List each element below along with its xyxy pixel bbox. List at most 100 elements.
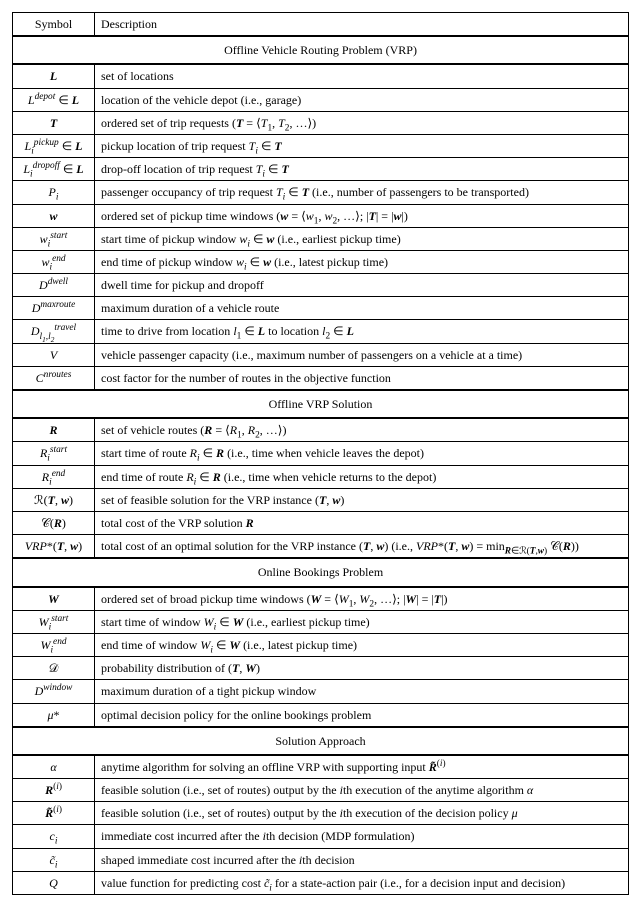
section-title: Online Bookings Problem: [13, 558, 629, 586]
symbol-cell: 𝒟: [13, 657, 95, 680]
description-cell: vehicle passenger capacity (i.e., maximu…: [95, 343, 629, 366]
symbol-cell: Q: [13, 871, 95, 894]
table-row: wordered set of pickup time windows (w =…: [13, 204, 629, 227]
table-row: wiendend time of pickup window wi ∈ w (i…: [13, 250, 629, 273]
table-row: Dmaxroutemaximum duration of a vehicle r…: [13, 297, 629, 320]
description-cell: end time of pickup window wi ∈ w (i.e., …: [95, 250, 629, 273]
description-cell: end time of window Wi ∈ W (i.e., latest …: [95, 633, 629, 656]
symbol-cell: c̃i: [13, 848, 95, 871]
table-row: Wordered set of broad pickup time window…: [13, 587, 629, 611]
description-cell: pickup location of trip request Ti ∈ T: [95, 134, 629, 157]
section-title: Solution Approach: [13, 727, 629, 755]
description-cell: probability distribution of (T, W): [95, 657, 629, 680]
description-cell: feasible solution (i.e., set of routes) …: [95, 802, 629, 825]
table-row: μ*optimal decision policy for the online…: [13, 703, 629, 727]
description-cell: set of locations: [95, 64, 629, 88]
description-cell: start time of window Wi ∈ W (i.e., earli…: [95, 610, 629, 633]
description-cell: anytime algorithm for solving an offline…: [95, 755, 629, 779]
symbol-cell: ci: [13, 825, 95, 848]
symbol-cell: L: [13, 64, 95, 88]
section-row: Offline VRP Solution: [13, 390, 629, 418]
table-row: Ldepot ∈ Llocation of the vehicle depot …: [13, 88, 629, 111]
table-row: Lidropoff ∈ Ldrop-off location of trip r…: [13, 158, 629, 181]
table-row: Wistartstart time of window Wi ∈ W (i.e.…: [13, 610, 629, 633]
description-cell: feasible solution (i.e., set of routes) …: [95, 779, 629, 802]
table-row: Riendend time of route Ri ∈ R (i.e., tim…: [13, 465, 629, 488]
symbol-cell: Wiend: [13, 633, 95, 656]
symbol-cell: w: [13, 204, 95, 227]
description-cell: maximum duration of a vehicle route: [95, 297, 629, 320]
table-row: c̃ishaped immediate cost incurred after …: [13, 848, 629, 871]
table-row: Wiendend time of window Wi ∈ W (i.e., la…: [13, 633, 629, 656]
table-row: Qvalue function for predicting cost c̃i …: [13, 871, 629, 894]
symbol-cell: Dmaxroute: [13, 297, 95, 320]
table-row: Lset of locations: [13, 64, 629, 88]
description-cell: set of vehicle routes (R = ⟨R1, R2, …⟩): [95, 418, 629, 442]
description-cell: start time of route Ri ∈ R (i.e., time w…: [95, 442, 629, 465]
header-symbol: Symbol: [13, 13, 95, 37]
table-row: ciimmediate cost incurred after the ith …: [13, 825, 629, 848]
table-row: Tordered set of trip requests (T = ⟨T1, …: [13, 111, 629, 134]
section-row: Solution Approach: [13, 727, 629, 755]
symbol-cell: R̃(i): [13, 802, 95, 825]
table-row: VRP*(T, w)total cost of an optimal solut…: [13, 535, 629, 559]
description-cell: location of the vehicle depot (i.e., gar…: [95, 88, 629, 111]
symbol-cell: Dwindow: [13, 680, 95, 703]
table-row: Pipassenger occupancy of trip request Ti…: [13, 181, 629, 204]
description-cell: ordered set of pickup time windows (w = …: [95, 204, 629, 227]
symbol-cell: Lipickup ∈ L: [13, 134, 95, 157]
table-row: R(i)feasible solution (i.e., set of rout…: [13, 779, 629, 802]
description-cell: set of feasible solution for the VRP ins…: [95, 488, 629, 511]
table-row: Vvehicle passenger capacity (i.e., maxim…: [13, 343, 629, 366]
table-row: 𝒞(R)total cost of the VRP solution R: [13, 512, 629, 535]
symbol-cell: Ldepot ∈ L: [13, 88, 95, 111]
description-cell: cost factor for the number of routes in …: [95, 366, 629, 390]
section-row: Online Bookings Problem: [13, 558, 629, 586]
table-row: Dl1,l2traveltime to drive from location …: [13, 320, 629, 343]
symbol-cell: Lidropoff ∈ L: [13, 158, 95, 181]
table-row: Ristartstart time of route Ri ∈ R (i.e.,…: [13, 442, 629, 465]
symbol-cell: wiend: [13, 250, 95, 273]
description-cell: end time of route Ri ∈ R (i.e., time whe…: [95, 465, 629, 488]
symbol-cell: VRP*(T, w): [13, 535, 95, 559]
description-cell: passenger occupancy of trip request Ti ∈…: [95, 181, 629, 204]
symbol-cell: Cnroutes: [13, 366, 95, 390]
description-cell: immediate cost incurred after the ith de…: [95, 825, 629, 848]
section-title: Offline VRP Solution: [13, 390, 629, 418]
symbol-cell: wistart: [13, 227, 95, 250]
symbol-cell: ℛ(T, w): [13, 488, 95, 511]
table-row: ℛ(T, w)set of feasible solution for the …: [13, 488, 629, 511]
symbol-cell: Wistart: [13, 610, 95, 633]
symbol-cell: Ddwell: [13, 274, 95, 297]
symbol-cell: Dl1,l2travel: [13, 320, 95, 343]
section-row: Offline Vehicle Routing Problem (VRP): [13, 36, 629, 64]
symbol-cell: Pi: [13, 181, 95, 204]
header-description: Description: [95, 13, 629, 37]
description-cell: time to drive from location l1 ∈ L to lo…: [95, 320, 629, 343]
description-cell: value function for predicting cost c̃i f…: [95, 871, 629, 894]
table-row: Lipickup ∈ Lpickup location of trip requ…: [13, 134, 629, 157]
symbol-cell: Ristart: [13, 442, 95, 465]
description-cell: dwell time for pickup and dropoff: [95, 274, 629, 297]
symbol-cell: 𝒞(R): [13, 512, 95, 535]
description-cell: ordered set of broad pickup time windows…: [95, 587, 629, 611]
description-cell: drop-off location of trip request Ti ∈ T: [95, 158, 629, 181]
table-row: wistartstart time of pickup window wi ∈ …: [13, 227, 629, 250]
description-cell: shaped immediate cost incurred after the…: [95, 848, 629, 871]
description-cell: maximum duration of a tight pickup windo…: [95, 680, 629, 703]
section-title: Offline Vehicle Routing Problem (VRP): [13, 36, 629, 64]
table-body: Offline Vehicle Routing Problem (VRP)Lse…: [13, 36, 629, 894]
table-row: R̃(i)feasible solution (i.e., set of rou…: [13, 802, 629, 825]
description-cell: total cost of an optimal solution for th…: [95, 535, 629, 559]
description-cell: ordered set of trip requests (T = ⟨T1, T…: [95, 111, 629, 134]
table-row: Cnroutescost factor for the number of ro…: [13, 366, 629, 390]
symbol-cell: V: [13, 343, 95, 366]
table-row: 𝒟probability distribution of (T, W): [13, 657, 629, 680]
symbol-cell: μ*: [13, 703, 95, 727]
description-cell: total cost of the VRP solution R: [95, 512, 629, 535]
symbol-cell: W: [13, 587, 95, 611]
table-row: Rset of vehicle routes (R = ⟨R1, R2, …⟩): [13, 418, 629, 442]
notation-table: Symbol Description Offline Vehicle Routi…: [12, 12, 629, 895]
description-cell: start time of pickup window wi ∈ w (i.e.…: [95, 227, 629, 250]
table-row: Ddwelldwell time for pickup and dropoff: [13, 274, 629, 297]
